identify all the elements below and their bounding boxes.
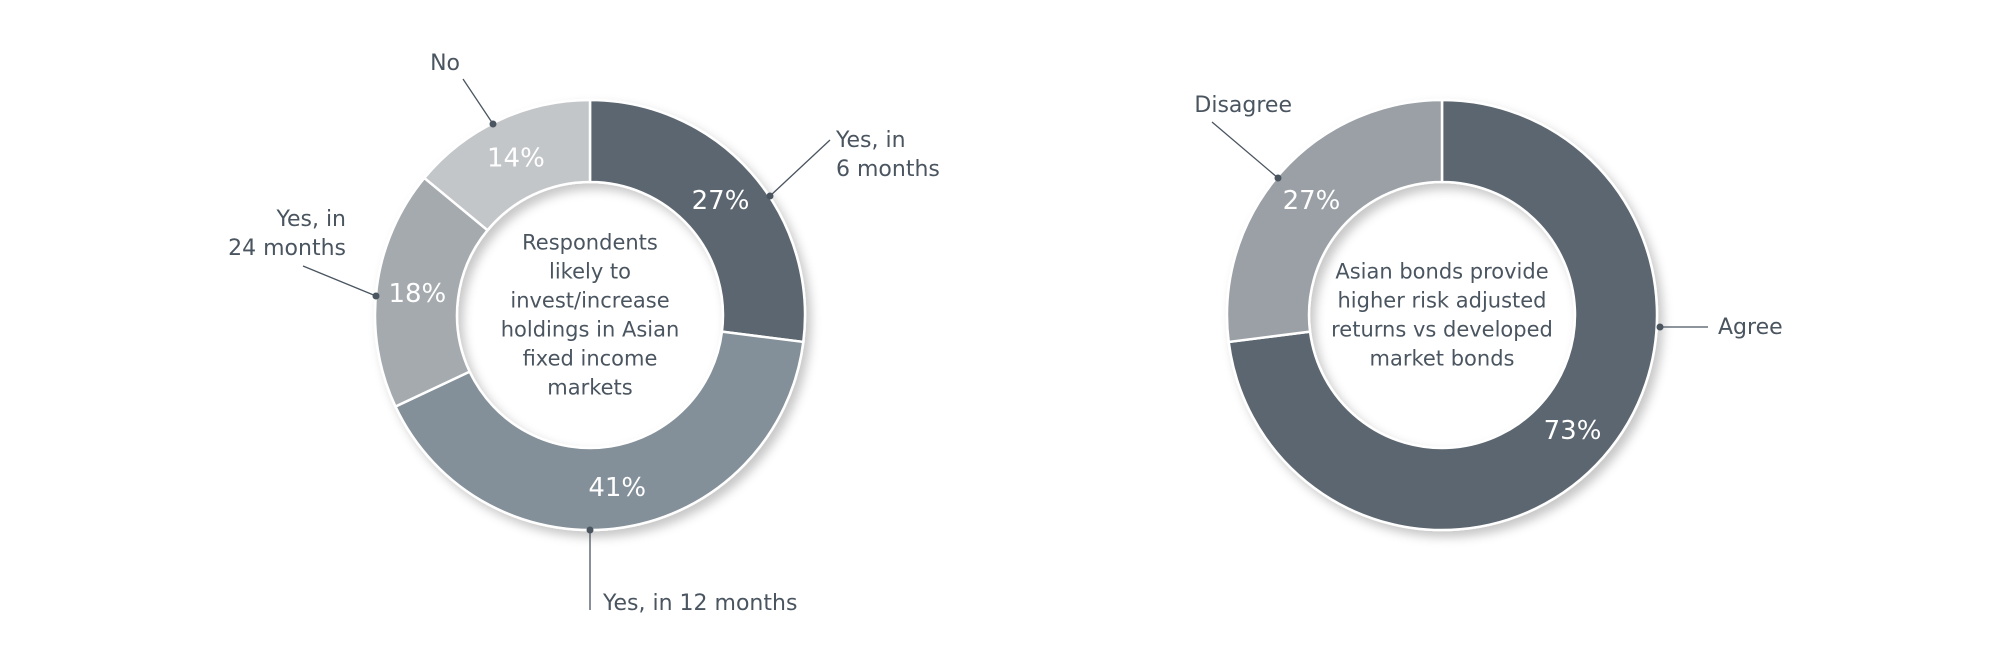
- donut-center-label: Asian bonds provide higher risk adjusted r…: [1331, 260, 1553, 371]
- leader-line-yes-in-6-months: [769, 139, 831, 197]
- slice-category-label-yes-in-12-months: Yes, in 12 months: [602, 591, 797, 616]
- leader-dot-yes-in-24-months: [372, 292, 380, 300]
- leader-dot-yes-in-6-months: [766, 192, 774, 200]
- slice-category-label-disagree: Disagree: [1194, 93, 1292, 118]
- slice-value-label-yes-in-24-months: 18%: [388, 279, 446, 309]
- risk-adjusted-returns-donut-chart: 73% Agree 27% Disagree Asian bonds provide hi…: [1194, 93, 1783, 532]
- leader-dot-disagree: [1274, 174, 1282, 182]
- leader-line-no: [462, 78, 494, 125]
- investment-intent-donut-chart: 27% Yes, in 6 months 41% Yes, in 12 months 18…: [228, 51, 940, 616]
- slice-category-label-no: No: [430, 51, 460, 76]
- donut-slice-yes-in-6-months: [588, 98, 807, 344]
- donut-ring: [373, 98, 807, 532]
- leader-line-yes-in-24-months: [302, 265, 377, 297]
- slice-category-label-yes-in-6-months: Yes, in 6 months: [835, 128, 940, 182]
- slice-value-label-yes-in-6-months: 27%: [692, 186, 750, 216]
- slice-value-label-no: 14%: [487, 144, 545, 174]
- slice-value-label-agree: 73%: [1544, 416, 1602, 446]
- slice-category-label-agree: Agree: [1718, 315, 1783, 340]
- slice-value-label-disagree: 27%: [1283, 186, 1341, 216]
- donut-slice-agree: [1227, 98, 1659, 532]
- slice-category-label-yes-in-24-months: Yes, in 24 months: [228, 207, 346, 261]
- slice-value-label-yes-in-12-months: 41%: [588, 473, 646, 503]
- donut-slice-yes-in-12-months: [393, 330, 805, 532]
- leader-dot-yes-in-12-months: [586, 526, 594, 534]
- donut-slice-disagree: [1225, 98, 1444, 344]
- leader-dot-agree: [1656, 323, 1664, 331]
- donut-slice-no: [422, 98, 592, 232]
- donut-center-label: Respondents likely to invest/increase holdi…: [501, 231, 680, 400]
- leader-line-disagree: [1211, 121, 1279, 179]
- donut-ring: [1225, 98, 1659, 532]
- leader-dot-no: [489, 120, 497, 128]
